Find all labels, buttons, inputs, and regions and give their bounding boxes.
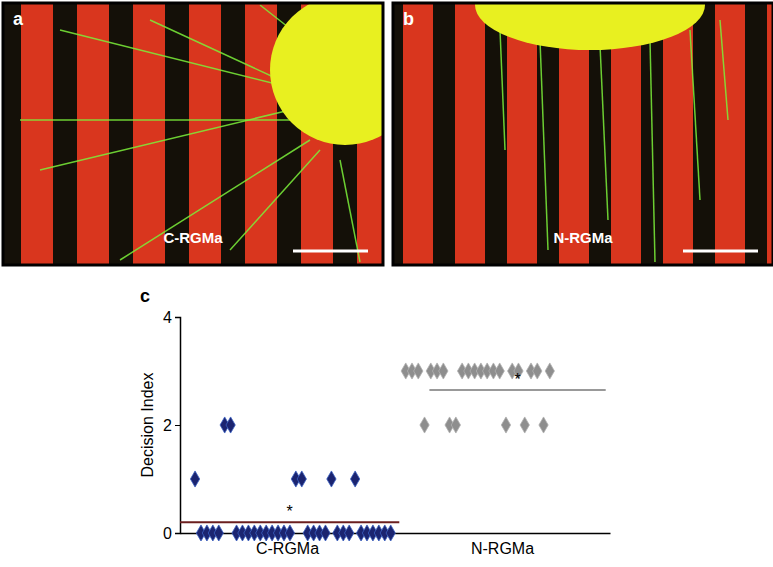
panel-caption: C-RGMa — [163, 229, 223, 246]
stripe — [663, 3, 693, 265]
neurite — [150, 20, 280, 80]
data-point — [321, 525, 330, 541]
data-point — [190, 471, 199, 487]
data-point — [345, 525, 354, 541]
scale-bar — [293, 250, 368, 253]
stripe — [245, 3, 277, 265]
stripe — [77, 3, 109, 265]
panel-label: b — [403, 9, 414, 29]
neurite — [340, 160, 360, 262]
x-tick-label: N-RGMa — [471, 540, 534, 557]
image-panel — [3, 3, 383, 265]
stripe — [133, 3, 165, 265]
significance-mark: * — [514, 371, 520, 388]
panel-label: a — [13, 9, 24, 29]
data-point — [297, 471, 306, 487]
y-tick-mark — [175, 533, 180, 534]
panel-caption: N-RGMa — [553, 229, 613, 246]
significance-mark: * — [287, 503, 293, 520]
y-axis: 0 2 4 — [163, 309, 180, 542]
y-axis-title: Decision Index — [139, 373, 156, 478]
data-point — [386, 525, 395, 541]
data-point — [214, 525, 223, 541]
scale-bar — [683, 250, 758, 253]
neurite — [60, 30, 300, 90]
y-tick-label: 2 — [163, 417, 172, 434]
explant — [475, 3, 705, 50]
chart-title: c — [140, 286, 150, 306]
stripe — [189, 3, 221, 265]
explant — [270, 3, 383, 145]
mean-line — [429, 389, 605, 391]
neurite — [40, 110, 290, 170]
data-point — [533, 363, 542, 379]
data-point — [495, 363, 504, 379]
image-panel — [393, 3, 773, 265]
mean-line — [180, 521, 399, 523]
y-tick-label: 4 — [163, 309, 172, 326]
x-tick: N-RGMa — [471, 533, 534, 557]
panel-frame — [393, 3, 773, 265]
neurite — [600, 45, 608, 220]
neurite — [500, 30, 505, 150]
data-point — [414, 363, 423, 379]
panel-frame — [3, 3, 383, 265]
y-tick: 0 — [163, 525, 180, 542]
y-tick: 2 — [163, 417, 180, 434]
plot-area — [180, 363, 606, 541]
y-tick-label: 0 — [163, 525, 172, 542]
neurite — [540, 40, 548, 250]
neurite — [230, 150, 320, 250]
stripe — [455, 3, 485, 265]
data-point — [439, 363, 448, 379]
y-tick-mark — [175, 317, 180, 318]
data-point — [226, 417, 235, 433]
data-point — [501, 417, 510, 433]
neurite — [650, 40, 655, 262]
data-point — [327, 471, 336, 487]
y-tick-mark — [175, 425, 180, 426]
stripe — [21, 3, 53, 265]
neurite — [720, 20, 728, 120]
stripe — [403, 3, 433, 265]
data-point — [420, 417, 429, 433]
data-point — [545, 363, 554, 379]
data-point — [285, 525, 294, 541]
neurite — [690, 30, 700, 200]
stripe — [715, 3, 745, 265]
data-point — [451, 417, 460, 433]
neurite — [120, 140, 310, 260]
data-point — [539, 417, 548, 433]
y-axis-line — [175, 318, 181, 534]
data-point — [350, 471, 359, 487]
y-tick: 4 — [163, 309, 180, 326]
neurite — [20, 119, 300, 121]
data-point — [520, 417, 529, 433]
x-tick-label: C-RGMa — [256, 540, 319, 557]
